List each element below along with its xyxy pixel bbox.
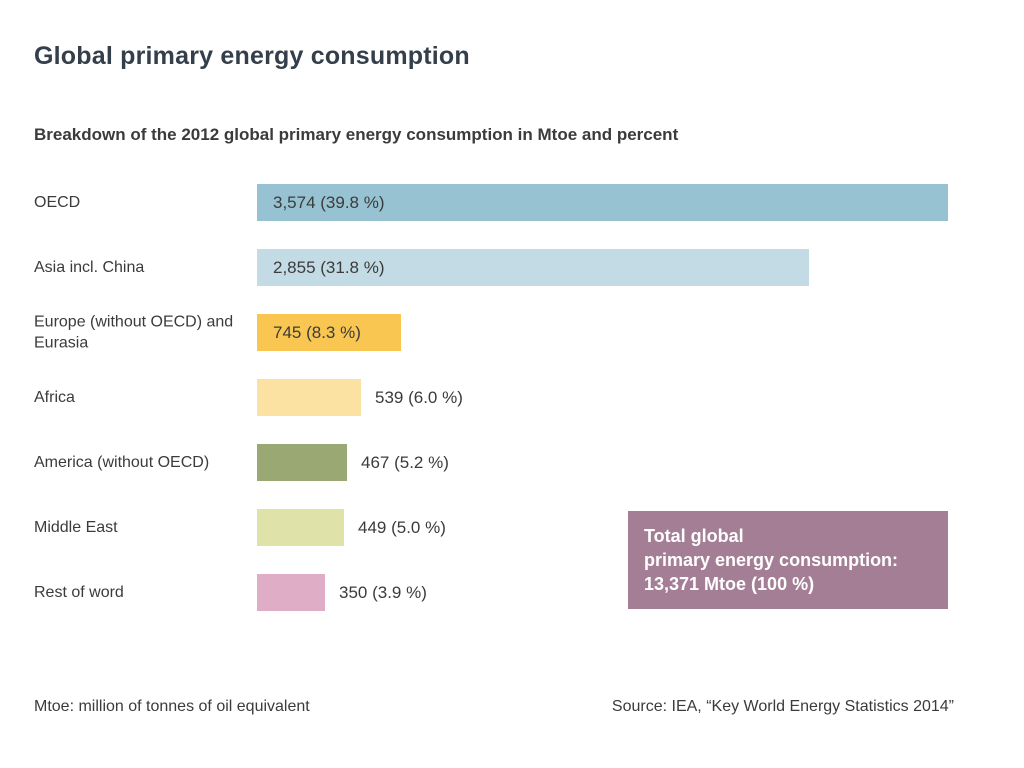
total-callout-line: 13,371 Mtoe (100 %) — [644, 574, 815, 594]
value-label: 3,574 (39.8 %) — [273, 192, 385, 212]
chart-row: America (without OECD) 467 (5.2 %) — [0, 444, 1024, 481]
bar-middle-east — [257, 509, 344, 546]
chart-row: OECD 3,574 (39.8 %) — [0, 184, 1024, 221]
category-label: Rest of word — [34, 583, 124, 601]
source-attribution: Source: IEA, “Key World Energy Statistic… — [611, 698, 954, 715]
bar-rest-of-word — [257, 574, 325, 611]
bar-america-without-oecd — [257, 444, 347, 481]
category-label: OECD — [34, 193, 81, 211]
bar-africa — [257, 379, 361, 416]
value-label: 467 (5.2 %) — [361, 452, 449, 472]
bar-europe-without-oecd-and-eurasia — [257, 314, 401, 351]
value-label: 449 (5.0 %) — [358, 517, 446, 537]
value-label: 2,855 (31.8 %) — [273, 257, 385, 277]
bar-oecd — [257, 184, 948, 221]
total-callout-line: primary energy consumption: — [644, 550, 899, 570]
value-label: 539 (6.0 %) — [375, 387, 463, 407]
chart-row: Middle East 449 (5.0 %) — [0, 509, 1024, 546]
bar-asia-incl-china — [257, 249, 809, 286]
footnote-unit-definition: Mtoe: million of tonnes of oil equivalen… — [34, 698, 310, 715]
category-label: Europe (without OECD) and Eurasia — [34, 312, 234, 352]
chart-row: Europe (without OECD) and Eurasia 745 (8.… — [0, 312, 1024, 352]
chart-row: Rest of word 350 (3.9 %) — [0, 574, 1024, 611]
category-label: Africa — [34, 388, 75, 406]
value-label: 350 (3.9 %) — [339, 582, 427, 602]
total-callout-box: Total global primary energy consumption:… — [628, 511, 948, 609]
chart-row: Asia incl. China 2,855 (31.8 %) — [0, 249, 1024, 286]
category-label: Middle East — [34, 518, 118, 536]
page-title: Global primary energy consumption — [34, 42, 470, 70]
total-callout-line: Total global — [644, 526, 744, 546]
category-label: Asia incl. China — [34, 258, 145, 276]
chart-subtitle: Breakdown of the 2012 global primary ene… — [34, 125, 679, 144]
chart-row: Africa 539 (6.0 %) — [0, 379, 1024, 416]
value-label: 745 (8.3 %) — [273, 322, 361, 342]
category-label: America (without OECD) — [34, 453, 210, 471]
